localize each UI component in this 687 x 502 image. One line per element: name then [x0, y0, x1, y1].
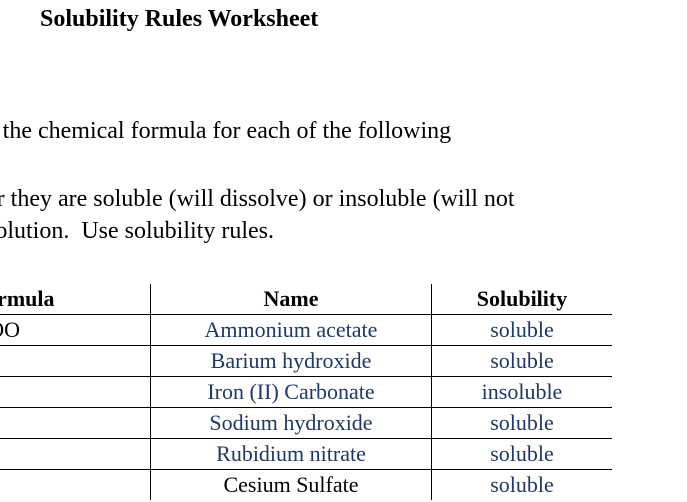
cell-name: Ammonium acetate — [151, 315, 432, 346]
cell-formula: H3COO — [0, 315, 151, 346]
cell-solubility: insoluble — [432, 377, 613, 408]
worksheet-title: Solubility Rules Worksheet — [40, 6, 318, 33]
cell-solubility: soluble — [432, 470, 613, 501]
col-header-formula: al Formula — [0, 284, 151, 315]
cell-formula: 3 — [0, 377, 151, 408]
instruction-line-3: solution. Use solubility rules. — [0, 218, 274, 245]
cell-solubility: soluble — [432, 408, 613, 439]
col-header-solubility: Solubility — [432, 284, 613, 315]
table-row: H)2 Barium hydroxide soluble — [0, 346, 612, 377]
cell-formula: I — [0, 408, 151, 439]
table-row: )4 Cesium Sulfate soluble — [0, 470, 612, 501]
table-row: )3 Rubidium nitrate soluble — [0, 439, 612, 470]
cell-name: Iron (II) Carbonate — [151, 377, 432, 408]
cell-solubility: soluble — [432, 315, 613, 346]
worksheet-page: Solubility Rules Worksheet e the chemica… — [0, 0, 687, 502]
cell-name: Cesium Sulfate — [151, 470, 432, 501]
cell-solubility: soluble — [432, 346, 613, 377]
cell-formula: )3 — [0, 439, 151, 470]
cell-formula: )4 — [0, 470, 151, 501]
cell-name: Barium hydroxide — [151, 346, 432, 377]
table-header-row: al Formula Name Solubility — [0, 284, 612, 315]
solubility-table: al Formula Name Solubility H3COO Ammoniu… — [0, 284, 612, 500]
cell-solubility: soluble — [432, 439, 613, 470]
instruction-line-2: er they are soluble (will dissolve) or i… — [0, 186, 515, 213]
table-row: H3COO Ammonium acetate soluble — [0, 315, 612, 346]
cell-name: Sodium hydroxide — [151, 408, 432, 439]
cell-name: Rubidium nitrate — [151, 439, 432, 470]
col-header-name: Name — [151, 284, 432, 315]
cell-formula: H)2 — [0, 346, 151, 377]
instruction-line-1: e the chemical formula for each of the f… — [0, 118, 451, 145]
table-row: 3 Iron (II) Carbonate insoluble — [0, 377, 612, 408]
table-row: I Sodium hydroxide soluble — [0, 408, 612, 439]
